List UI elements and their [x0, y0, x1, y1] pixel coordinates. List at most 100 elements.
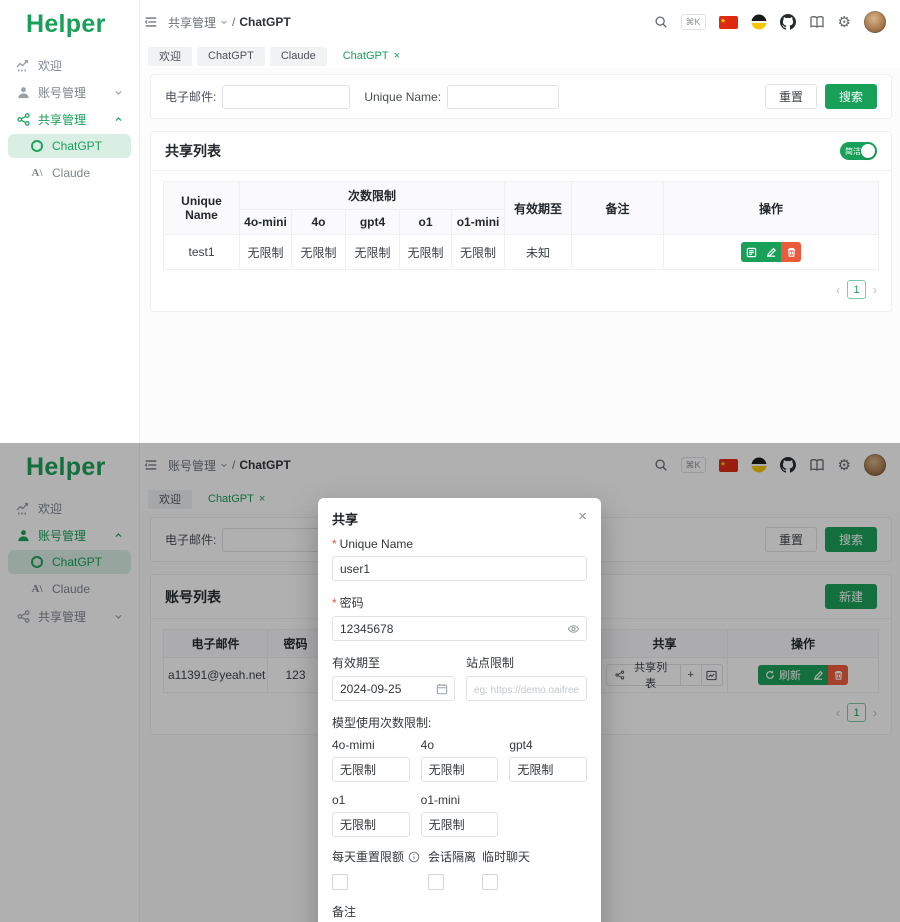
- sidebar-item-share-management[interactable]: 共享管理: [8, 107, 131, 131]
- limit-gpt4-input[interactable]: [509, 757, 587, 782]
- sidebar-item-claude[interactable]: A\ Claude: [31, 582, 91, 596]
- sidebar-item-account-management[interactable]: 账号管理: [8, 80, 131, 104]
- col-o1: o1: [399, 209, 452, 235]
- new-account-button[interactable]: 新建: [824, 584, 877, 609]
- search-icon[interactable]: [654, 458, 668, 472]
- unique-name-input[interactable]: [447, 84, 560, 109]
- breadcrumb[interactable]: 共享管理 / ChatGPT: [168, 14, 291, 31]
- tab-welcome[interactable]: 欢迎: [148, 46, 192, 66]
- edit-button[interactable]: [808, 665, 828, 685]
- search-button[interactable]: 搜索: [824, 527, 877, 552]
- tab-chatgpt-active[interactable]: ChatGPT ×: [208, 492, 266, 505]
- delete-button[interactable]: [781, 242, 802, 262]
- sidebar-item-label: Claude: [52, 166, 91, 180]
- search-icon[interactable]: [654, 15, 668, 29]
- session-isolation-label: 会话隔离: [428, 850, 477, 864]
- avatar[interactable]: [864, 454, 886, 476]
- share-modal: 共享 × *Unique Name *密码 有效期至 站点限制 模型使用次数限制…: [318, 498, 601, 922]
- refresh-button[interactable]: 刷新: [758, 665, 808, 685]
- share-list-button[interactable]: 共享列表: [606, 662, 681, 690]
- site-limit-input[interactable]: [466, 676, 587, 701]
- edit-button[interactable]: [761, 242, 782, 262]
- reset-button[interactable]: 重置: [764, 527, 817, 552]
- next-page-button[interactable]: ›: [873, 705, 877, 720]
- page-1-button[interactable]: 1: [847, 703, 866, 722]
- sidebar-item-chatgpt[interactable]: ChatGPT: [8, 550, 131, 574]
- header-actions: ⌘K ⚙: [654, 11, 886, 33]
- delete-button[interactable]: [828, 665, 848, 685]
- sidebar-item-share-management[interactable]: 共享管理: [8, 604, 131, 628]
- eye-icon[interactable]: [567, 622, 580, 635]
- add-share-button[interactable]: +: [680, 664, 702, 686]
- cell-email: a11391@yeah.net: [163, 657, 268, 693]
- sidebar-item-chatgpt[interactable]: ChatGPT: [8, 134, 131, 158]
- settings-gear-icon[interactable]: ⚙: [837, 456, 851, 474]
- search-button[interactable]: 搜索: [824, 84, 877, 109]
- sidebar-item-claude[interactable]: A\ Claude: [8, 161, 131, 185]
- claude-icon: A\: [31, 167, 43, 179]
- tab-close-icon[interactable]: ×: [393, 49, 401, 62]
- page-content: 电子邮件: 重置 搜索 账号列表 新建: [140, 511, 900, 922]
- settings-gear-icon[interactable]: ⚙: [837, 13, 851, 31]
- daily-reset-checkbox[interactable]: [332, 874, 348, 890]
- menu-collapse-icon[interactable]: [144, 15, 158, 29]
- modal-close-icon[interactable]: ×: [578, 508, 587, 525]
- sidebar-item-account-management[interactable]: 账号管理: [8, 523, 131, 547]
- github-icon[interactable]: [779, 14, 796, 30]
- flag-cn-icon[interactable]: [718, 458, 738, 472]
- pagination: ‹ 1 ›: [163, 693, 879, 726]
- prev-page-button[interactable]: ‹: [836, 705, 840, 720]
- flag-de-icon[interactable]: [751, 14, 767, 30]
- prev-page-button[interactable]: ‹: [836, 282, 840, 297]
- main-area: 共享管理 / ChatGPT ⌘K ⚙ 欢迎 ChatGPT Claude Ch: [140, 0, 900, 443]
- unique-name-input[interactable]: [332, 556, 587, 581]
- flag-de-icon[interactable]: [751, 457, 767, 473]
- breadcrumb-section[interactable]: 共享管理: [168, 15, 217, 30]
- sidebar-item-welcome[interactable]: 欢迎: [8, 53, 131, 77]
- sidebar-item-welcome[interactable]: 欢迎: [8, 496, 131, 520]
- tab-close-icon[interactable]: ×: [258, 492, 266, 505]
- breadcrumb[interactable]: 账号管理 / ChatGPT: [168, 457, 291, 474]
- tab-chatgpt-active[interactable]: ChatGPT ×: [342, 49, 401, 62]
- breadcrumb-page: ChatGPT: [239, 15, 291, 29]
- email-input[interactable]: [222, 84, 351, 109]
- temporary-chat-checkbox[interactable]: [482, 874, 498, 890]
- sidebar: Helper 欢迎 账号管理 ChatGPT A\ Claude 共享管理: [0, 443, 140, 922]
- limit-4o-input[interactable]: [420, 757, 499, 782]
- tab-claude[interactable]: Claude: [269, 46, 327, 66]
- cell-remark: [571, 234, 665, 270]
- sidebar-item-label: 账号管理: [38, 85, 87, 100]
- menu-collapse-icon[interactable]: [144, 458, 158, 472]
- limit-o1-mini-input[interactable]: [420, 812, 499, 837]
- session-isolation-checkbox[interactable]: [428, 874, 444, 890]
- calendar-icon[interactable]: [436, 683, 448, 695]
- unique-name-label: Unique Name: [339, 537, 414, 551]
- chevron-down-icon: [114, 88, 123, 97]
- remark-label: 备注: [332, 905, 357, 919]
- next-page-button[interactable]: ›: [873, 282, 877, 297]
- password-card-button[interactable]: [741, 242, 762, 262]
- breadcrumb-section[interactable]: 账号管理: [168, 458, 217, 473]
- github-icon[interactable]: [779, 457, 796, 473]
- reset-button[interactable]: 重置: [764, 84, 817, 109]
- info-icon[interactable]: [408, 851, 420, 863]
- limit-o1-input[interactable]: [332, 812, 410, 837]
- share-icon: [16, 112, 30, 126]
- docs-icon[interactable]: [809, 458, 825, 472]
- password-input[interactable]: [332, 616, 587, 641]
- page-content: 电子邮件: Unique Name: 重置 搜索 共享列表 简洁: [140, 68, 900, 443]
- tab-chatgpt[interactable]: ChatGPT: [197, 46, 265, 66]
- usage-chart-button[interactable]: [701, 664, 723, 686]
- valid-until-input[interactable]: [332, 676, 455, 701]
- limit-4o-mimi-label: 4o-mimi: [332, 738, 375, 752]
- required-mark: *: [332, 537, 337, 551]
- password-label: 密码: [339, 596, 364, 610]
- page-1-button[interactable]: 1: [847, 280, 866, 299]
- tab-welcome[interactable]: 欢迎: [148, 489, 192, 509]
- docs-icon[interactable]: [809, 15, 825, 29]
- flag-cn-icon[interactable]: [718, 15, 738, 29]
- limit-4o-mimi-input[interactable]: [332, 757, 410, 782]
- avatar[interactable]: [864, 11, 886, 33]
- valid-until-label: 有效期至: [332, 656, 381, 670]
- compact-mode-switch[interactable]: 简洁: [840, 142, 877, 160]
